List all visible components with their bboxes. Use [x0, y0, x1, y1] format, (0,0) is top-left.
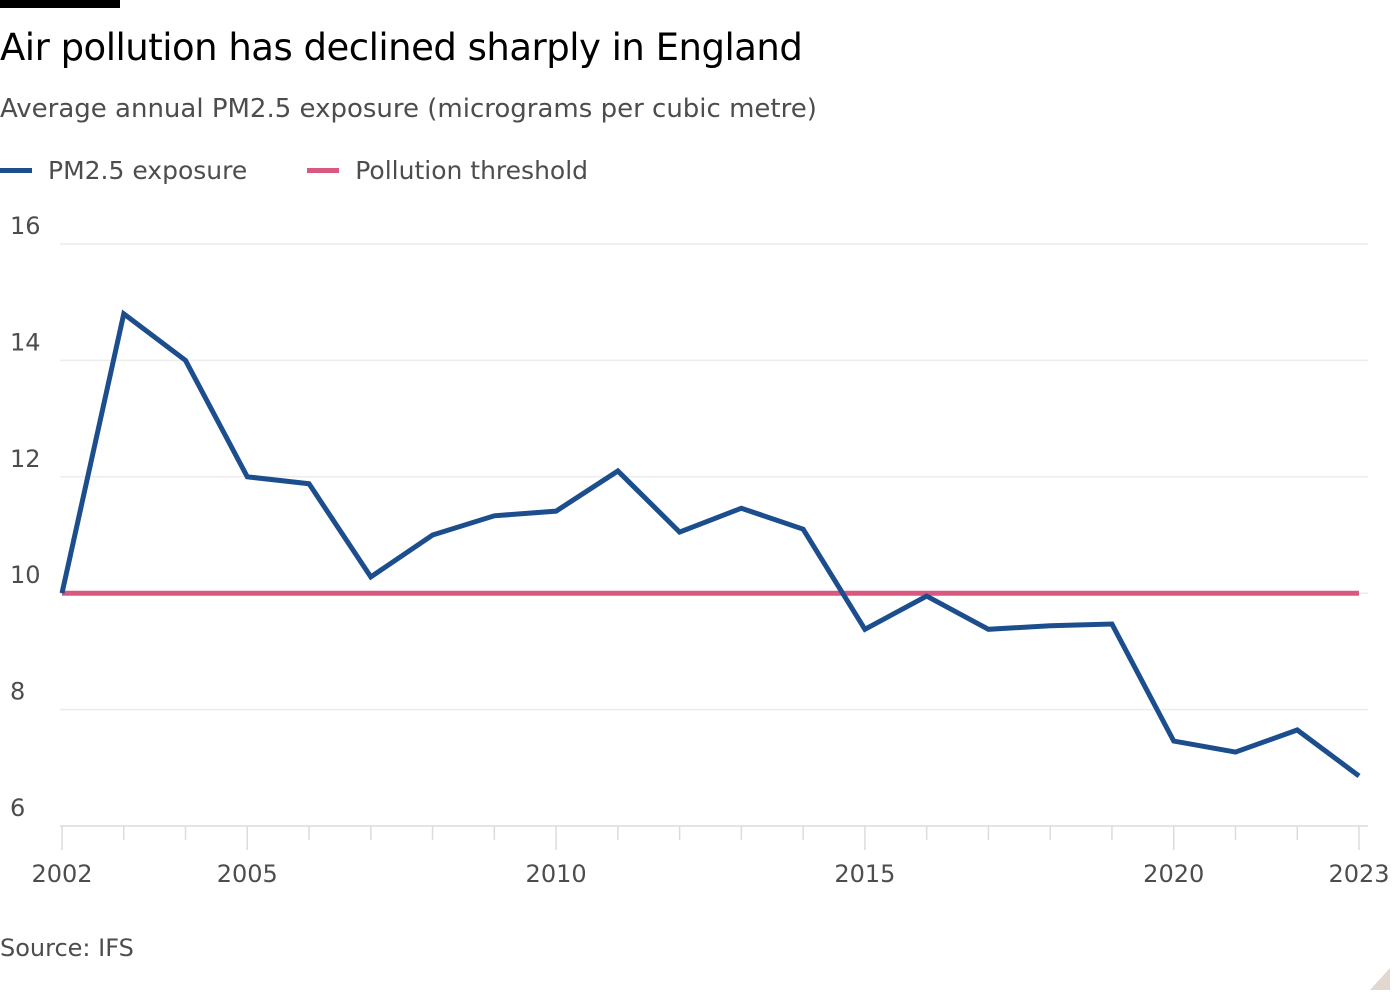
source-note: Source: IFS — [0, 934, 134, 962]
chart-subtitle: Average annual PM2.5 exposure (microgram… — [0, 94, 817, 124]
legend-label-pm25: PM2.5 exposure — [48, 156, 248, 185]
x-tick-label: 2020 — [1143, 860, 1204, 888]
legend-label-threshold: Pollution threshold — [355, 156, 589, 185]
x-tick-label: 2015 — [834, 860, 895, 888]
y-tick-label: 6 — [10, 794, 25, 822]
x-tick-label: 2005 — [217, 860, 278, 888]
legend-item-pm25: PM2.5 exposure — [0, 156, 247, 185]
y-tick-label: 10 — [10, 561, 41, 589]
legend-swatch-pm25 — [0, 168, 32, 173]
y-tick-label: 14 — [10, 328, 41, 356]
x-tick-label: 2010 — [526, 860, 587, 888]
legend: PM2.5 exposure Pollution threshold — [0, 156, 648, 185]
legend-swatch-threshold — [307, 168, 340, 173]
y-tick-label: 8 — [10, 678, 25, 706]
brand-bar — [0, 0, 120, 8]
chart-title: Air pollution has declined sharply in En… — [0, 26, 803, 69]
x-tick-label: 2002 — [31, 860, 92, 888]
x-tick-label: 2023 — [1328, 860, 1389, 888]
y-tick-label: 12 — [10, 445, 41, 473]
legend-item-threshold: Pollution threshold — [307, 156, 588, 185]
y-tick-label: 16 — [10, 212, 41, 240]
series-line-pm25 — [59, 309, 1361, 778]
